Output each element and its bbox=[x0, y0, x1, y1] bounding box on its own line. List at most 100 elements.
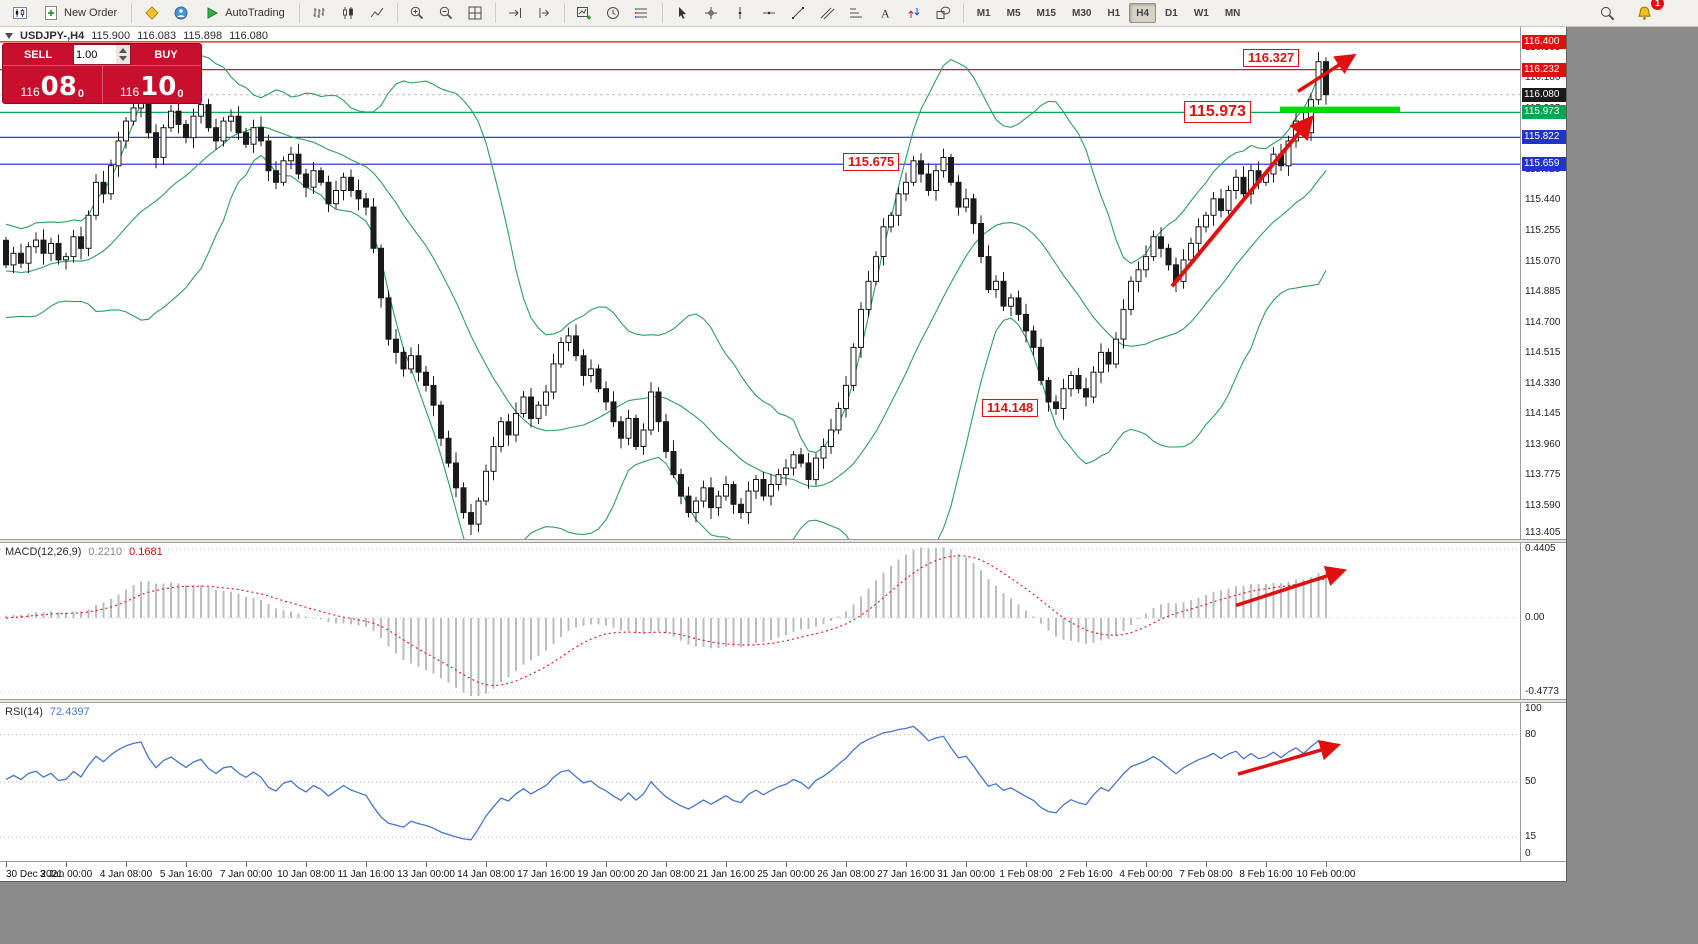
expert-advisors-icon[interactable] bbox=[167, 1, 194, 25]
time-label: 10 Jan 08:00 bbox=[277, 869, 335, 880]
tile-windows-icon[interactable] bbox=[462, 1, 489, 25]
indicators-list-icon[interactable] bbox=[629, 1, 656, 25]
notifications-bell-icon[interactable]: 1 bbox=[1631, 0, 1664, 25]
volume-increase-icon[interactable] bbox=[119, 48, 127, 53]
time-tick bbox=[786, 862, 787, 867]
time-axis[interactable]: 30 Dec 2021 3 Jan 00:00 4 Jan 08:00 5 Jan 1… bbox=[0, 861, 1566, 881]
price-annotation-115675[interactable]: 115.675 bbox=[843, 153, 900, 171]
axis-label: 116.180 bbox=[1525, 72, 1561, 83]
axis-label: 114.515 bbox=[1525, 347, 1561, 358]
axis-label: 15 bbox=[1525, 831, 1537, 842]
time-label: 26 Jan 08:00 bbox=[817, 869, 875, 880]
one-click-collapse-button[interactable] bbox=[5, 33, 13, 39]
time-tick bbox=[846, 862, 847, 867]
volume-spinner[interactable] bbox=[116, 45, 130, 64]
timeframe-w1[interactable]: W1 bbox=[1187, 3, 1216, 23]
timeframe-m5[interactable]: M5 bbox=[1000, 3, 1028, 23]
arrows-tool-icon[interactable] bbox=[901, 1, 928, 25]
new-chart-icon[interactable] bbox=[571, 1, 598, 25]
time-label: 2 Feb 16:00 bbox=[1059, 869, 1113, 880]
main-chart-canvas[interactable] bbox=[0, 27, 1520, 539]
open-value: 115.900 bbox=[91, 30, 131, 42]
time-tick bbox=[486, 862, 487, 867]
volume-field[interactable] bbox=[73, 44, 131, 65]
timeframe-h1[interactable]: H1 bbox=[1100, 3, 1127, 23]
candlestick-chart-icon[interactable] bbox=[335, 1, 362, 25]
toolbar-separator bbox=[396, 3, 398, 23]
shapes-icon[interactable] bbox=[930, 1, 957, 25]
buy-button[interactable]: BUY bbox=[131, 44, 201, 65]
auto-scroll-icon[interactable] bbox=[502, 1, 529, 25]
time-label: 30 Dec 2021 bbox=[6, 869, 63, 880]
time-label: 31 Jan 00:00 bbox=[937, 869, 995, 880]
chart-window-icon[interactable] bbox=[6, 1, 33, 25]
time-tick bbox=[546, 862, 547, 867]
volume-decrease-icon[interactable] bbox=[119, 56, 127, 61]
vertical-line-icon[interactable] bbox=[727, 1, 754, 25]
price-axis[interactable]: 116.365116.180115.995115.810115.625115.4… bbox=[1520, 27, 1566, 539]
cursor-icon[interactable] bbox=[669, 1, 696, 25]
macd-canvas[interactable] bbox=[0, 543, 1520, 699]
ask-price[interactable]: 116 10 0 bbox=[101, 66, 202, 103]
time-tick bbox=[426, 862, 427, 867]
channel-icon[interactable] bbox=[814, 1, 841, 25]
axis-price-box: 115.822 bbox=[1522, 130, 1566, 144]
axis-label: 114.330 bbox=[1525, 378, 1561, 389]
axis-price-box: 115.973 bbox=[1522, 105, 1566, 119]
rsi-canvas[interactable] bbox=[0, 703, 1520, 861]
notification-count-badge: 1 bbox=[1651, 0, 1664, 10]
time-label: 19 Jan 00:00 bbox=[577, 869, 635, 880]
trendline-icon[interactable] bbox=[785, 1, 812, 25]
axis-label: 80 bbox=[1525, 729, 1537, 740]
bid-pips: 08 bbox=[40, 72, 77, 102]
timeframe-mn[interactable]: MN bbox=[1218, 3, 1248, 23]
rsi-axis[interactable]: 100 80 50 15 0 bbox=[1520, 703, 1566, 861]
axis-label: 113.775 bbox=[1525, 469, 1561, 480]
search-icon[interactable] bbox=[1594, 1, 1621, 25]
line-chart-icon[interactable] bbox=[364, 1, 391, 25]
price-annotation-115973[interactable]: 115.973 bbox=[1184, 101, 1251, 123]
timeframe-m30[interactable]: M30 bbox=[1065, 3, 1098, 23]
time-tick bbox=[726, 862, 727, 867]
toolbar-separator bbox=[494, 3, 496, 23]
time-tick bbox=[66, 862, 67, 867]
timeframe-h4[interactable]: H4 bbox=[1129, 3, 1157, 23]
time-tick bbox=[126, 862, 127, 867]
text-label-icon[interactable]: A bbox=[872, 1, 899, 25]
time-label: 14 Jan 08:00 bbox=[457, 869, 515, 880]
volume-input[interactable] bbox=[74, 45, 116, 64]
bar-chart-icon[interactable] bbox=[306, 1, 333, 25]
zoom-out-icon[interactable] bbox=[433, 1, 460, 25]
time-tick bbox=[1266, 862, 1267, 867]
axis-label: 113.590 bbox=[1525, 500, 1561, 511]
timeframe-d1[interactable]: D1 bbox=[1158, 3, 1185, 23]
axis-label: 114.700 bbox=[1525, 317, 1561, 328]
time-label: 7 Jan 00:00 bbox=[219, 869, 273, 880]
timeframe-m15[interactable]: M15 bbox=[1030, 3, 1063, 23]
price-annotation-114148[interactable]: 114.148 bbox=[982, 399, 1039, 417]
pane-splitter[interactable] bbox=[0, 699, 1566, 703]
periods-clock-icon[interactable] bbox=[600, 1, 627, 25]
sell-button[interactable]: SELL bbox=[3, 44, 73, 65]
time-label: 11 Jan 16:00 bbox=[337, 869, 395, 880]
price-annotation-116327[interactable]: 116.327 bbox=[1243, 49, 1300, 67]
chart-shift-icon[interactable] bbox=[531, 1, 558, 25]
autotrading-button[interactable]: AutoTrading bbox=[196, 2, 293, 24]
bid-sup: 0 bbox=[77, 88, 84, 100]
timeframe-m1[interactable]: M1 bbox=[970, 3, 998, 23]
toolbar-separator bbox=[298, 3, 300, 23]
zoom-in-icon[interactable] bbox=[404, 1, 431, 25]
new-order-button[interactable]: New Order bbox=[35, 2, 125, 24]
bid-price[interactable]: 116 08 0 bbox=[3, 66, 102, 103]
fibonacci-icon[interactable] bbox=[843, 1, 870, 25]
metaeditor-icon[interactable] bbox=[138, 1, 165, 25]
crosshair-icon[interactable] bbox=[698, 1, 725, 25]
macd-axis[interactable]: 0.4405 0.00 -0.4773 bbox=[1520, 543, 1566, 699]
macd-pane: 0.4405 0.00 -0.4773 MACD(12,26,9) 0.2210 0… bbox=[0, 543, 1566, 699]
time-tick bbox=[1326, 862, 1327, 867]
axis-label: 115.255 bbox=[1525, 225, 1561, 236]
pane-splitter[interactable] bbox=[0, 539, 1566, 543]
symbol-ohlc-line: USDJPY-,H4 115.900 116.083 115.898 116.0… bbox=[5, 30, 268, 42]
horizontal-line-icon[interactable] bbox=[756, 1, 783, 25]
